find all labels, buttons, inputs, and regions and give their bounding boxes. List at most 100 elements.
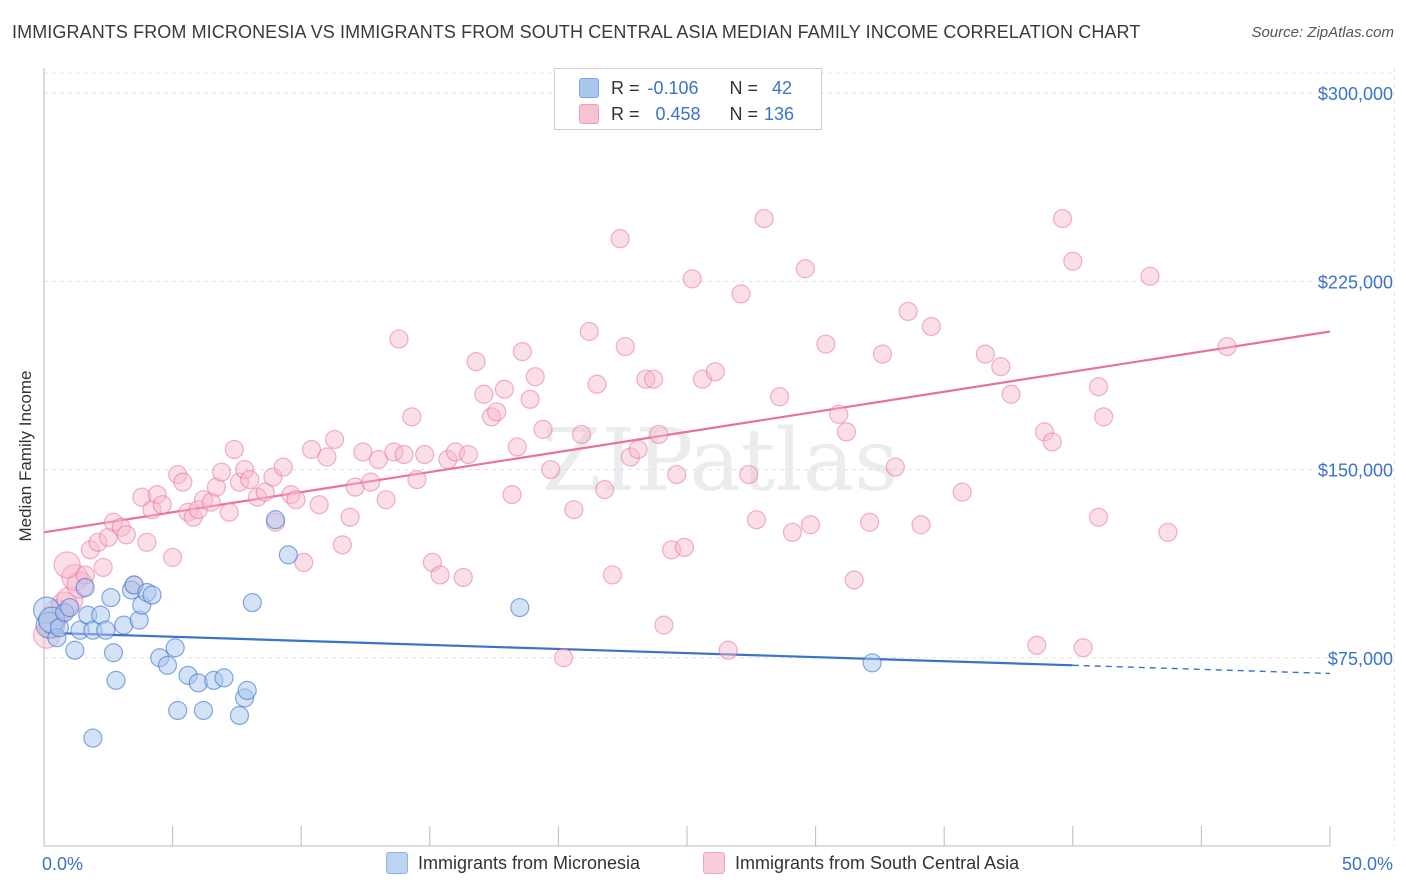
point-south-central-asia [1027, 635, 1047, 655]
x-tick-label-max: 50.0% [1342, 854, 1393, 874]
point-south-central-asia [430, 565, 450, 585]
point-south-central-asia [800, 515, 821, 535]
point-micronesia [193, 700, 214, 721]
point-south-central-asia [667, 464, 687, 485]
point-south-central-asia [512, 341, 532, 362]
point-south-central-asia [571, 424, 592, 445]
point-south-central-asia [193, 490, 214, 510]
point-south-central-asia [294, 552, 314, 573]
point-micronesia [106, 670, 126, 690]
point-south-central-asia [407, 469, 427, 490]
point-south-central-asia [80, 540, 100, 560]
point-south-central-asia [898, 301, 918, 322]
point-south-central-asia [317, 447, 337, 467]
point-south-central-asia [718, 640, 738, 660]
point-south-central-asia [610, 229, 630, 249]
point-micronesia [96, 620, 116, 640]
tick-labels: $75,000 $150,000 $225,000 $300,000 0.0% 50.0% [42, 84, 1393, 874]
y-tick-label: $150,000 [1318, 461, 1393, 481]
point-south-central-asia [1034, 422, 1055, 442]
point-south-central-asia [502, 485, 522, 505]
point-south-central-asia [1088, 507, 1109, 527]
n-value-micronesia: 42 [772, 77, 793, 98]
x-tick-label-min: 0.0% [42, 854, 83, 874]
series-micronesia [32, 510, 882, 748]
point-south-central-asia [731, 284, 751, 304]
point-south-central-asia [746, 510, 767, 530]
legend-label-south-central-asia: Immigrants from South Central Asia [735, 852, 1020, 873]
point-micronesia [157, 655, 178, 675]
legend: Immigrants from Micronesia Immigrants fr… [0, 852, 1406, 876]
stats-swatch-south-central-asia [579, 104, 599, 124]
point-micronesia [237, 680, 257, 701]
point-south-central-asia [389, 329, 409, 349]
point-micronesia [60, 597, 80, 618]
point-south-central-asia [564, 500, 584, 520]
point-micronesia [83, 728, 103, 748]
point-south-central-asia [782, 522, 803, 542]
point-micronesia [75, 577, 95, 598]
point-south-central-asia [458, 444, 478, 465]
point-south-central-asia [602, 565, 623, 585]
point-south-central-asia [142, 500, 162, 520]
point-south-central-asia [1217, 336, 1237, 357]
point-south-central-asia [402, 407, 422, 427]
point-south-central-asia [705, 362, 725, 382]
point-south-central-asia [116, 525, 136, 545]
point-south-central-asia [1088, 377, 1109, 397]
stats-box: R = -0.106 N = 42 R = 0.458 N = 136 [554, 68, 822, 130]
point-south-central-asia [466, 352, 486, 372]
point-south-central-asia [507, 437, 527, 457]
point-south-central-asia [88, 532, 108, 552]
point-micronesia [214, 668, 234, 688]
point-south-central-asia [615, 336, 635, 357]
point-south-central-asia [739, 464, 759, 485]
point-south-central-asia [353, 442, 373, 462]
point-south-central-asia [173, 472, 193, 492]
point-south-central-asia [93, 557, 113, 578]
y-tick-label: $300,000 [1318, 84, 1393, 104]
point-south-central-asia [595, 480, 615, 500]
point-micronesia [142, 585, 162, 605]
point-south-central-asia [255, 482, 275, 502]
point-south-central-asia [474, 384, 494, 404]
point-south-central-asia [494, 379, 514, 399]
point-south-central-asia [137, 532, 157, 552]
point-south-central-asia [1073, 638, 1093, 658]
legend-item-micronesia[interactable]: Immigrants from Micronesia [386, 852, 640, 874]
trend-line-micronesia [43, 631, 1073, 667]
r-value-south-central-asia: 0.458 [655, 103, 701, 124]
point-micronesia [862, 653, 882, 673]
stats-swatch-micronesia [579, 78, 599, 98]
point-south-central-asia [836, 422, 857, 442]
point-south-central-asia [533, 419, 553, 439]
point-south-central-asia [219, 502, 239, 522]
point-south-central-asia [394, 444, 414, 465]
point-south-central-asia [224, 439, 244, 460]
point-south-central-asia [579, 321, 599, 342]
point-south-central-asia [816, 334, 836, 354]
point-south-central-asia [163, 547, 183, 567]
point-south-central-asia [1094, 407, 1114, 427]
point-south-central-asia [132, 487, 152, 507]
point-south-central-asia [952, 482, 972, 502]
point-south-central-asia [525, 367, 545, 387]
point-south-central-asia [885, 457, 905, 477]
point-south-central-asia [273, 457, 293, 477]
legend-label-micronesia: Immigrants from Micronesia [418, 852, 641, 873]
point-south-central-asia [1042, 432, 1062, 452]
point-micronesia [165, 638, 185, 658]
point-south-central-asia [1052, 208, 1073, 229]
point-micronesia [510, 597, 530, 618]
legend-item-south-central-asia[interactable]: Immigrants from South Central Asia [703, 852, 1019, 874]
point-south-central-asia [553, 648, 574, 668]
point-south-central-asia [286, 490, 306, 510]
point-south-central-asia [345, 477, 365, 497]
point-south-central-asia [309, 495, 329, 515]
point-south-central-asia [368, 449, 388, 470]
point-south-central-asia [829, 404, 849, 424]
point-south-central-asia [628, 439, 648, 460]
point-south-central-asia [636, 369, 656, 389]
point-micronesia [65, 640, 85, 660]
